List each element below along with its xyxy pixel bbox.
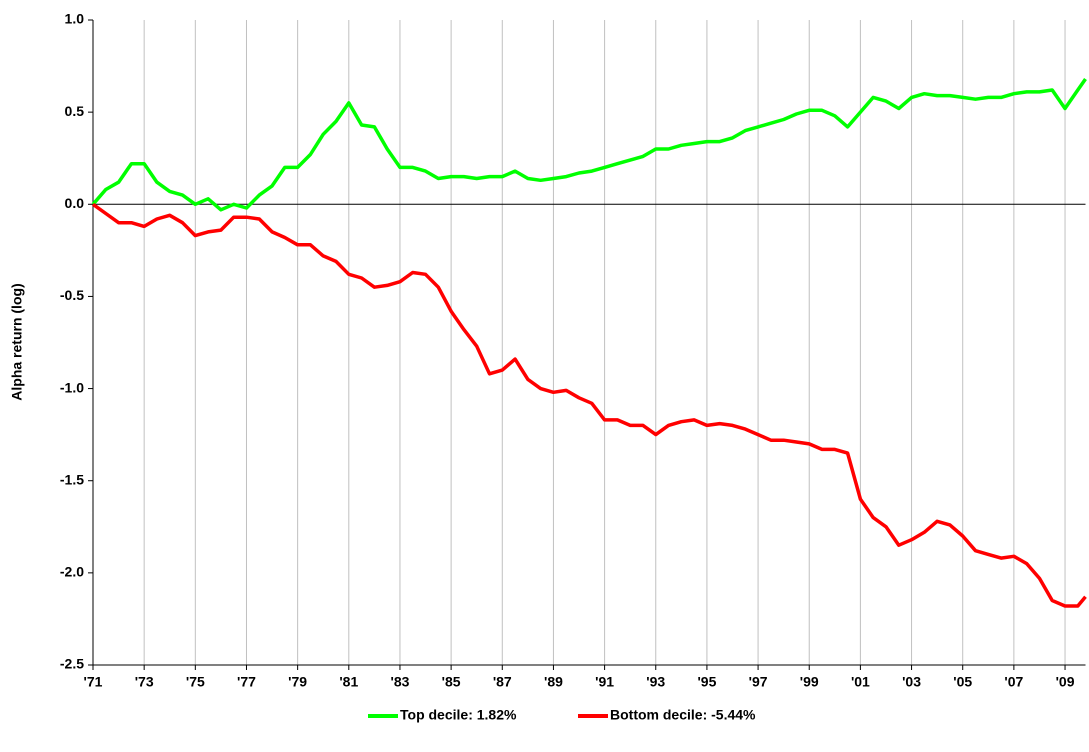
y-tick-label: -1.5 <box>60 471 84 487</box>
x-tick-label: '75 <box>186 674 205 690</box>
series-line <box>91 202 1087 608</box>
y-tick-label: 1.0 <box>65 11 85 27</box>
x-tick-label: '93 <box>646 674 665 690</box>
x-tick-label: '73 <box>135 674 154 690</box>
x-tick-label: '85 <box>442 674 461 690</box>
legend-label: Bottom decile: -5.44% <box>610 707 756 723</box>
x-tick-label: '95 <box>697 674 716 690</box>
y-tick-label: 0.0 <box>65 195 85 211</box>
x-tick-label: '03 <box>902 674 921 690</box>
x-tick-label: '79 <box>288 674 307 690</box>
x-tick-label: '71 <box>84 674 103 690</box>
x-tick-label: '87 <box>493 674 512 690</box>
y-tick-label: -1.0 <box>60 379 84 395</box>
x-tick-label: '09 <box>1056 674 1075 690</box>
x-tick-label: '99 <box>800 674 819 690</box>
x-tick-label: '05 <box>953 674 972 690</box>
x-tick-label: '91 <box>595 674 614 690</box>
y-tick-label: -0.5 <box>60 287 84 303</box>
y-tick-label: -2.5 <box>60 656 84 672</box>
x-tick-label: '01 <box>851 674 870 690</box>
x-tick-label: '89 <box>544 674 563 690</box>
y-axis-title: Alpha return (log) <box>9 283 25 400</box>
x-tick-label: '07 <box>1004 674 1023 690</box>
x-tick-label: '81 <box>339 674 358 690</box>
x-tick-label: '97 <box>749 674 768 690</box>
series-line <box>91 77 1087 212</box>
y-tick-label: 0.5 <box>65 103 85 119</box>
y-tick-label: -2.0 <box>60 564 84 580</box>
x-tick-label: '77 <box>237 674 256 690</box>
x-tick-label: '83 <box>391 674 410 690</box>
legend-label: Top decile: 1.82% <box>400 707 517 723</box>
